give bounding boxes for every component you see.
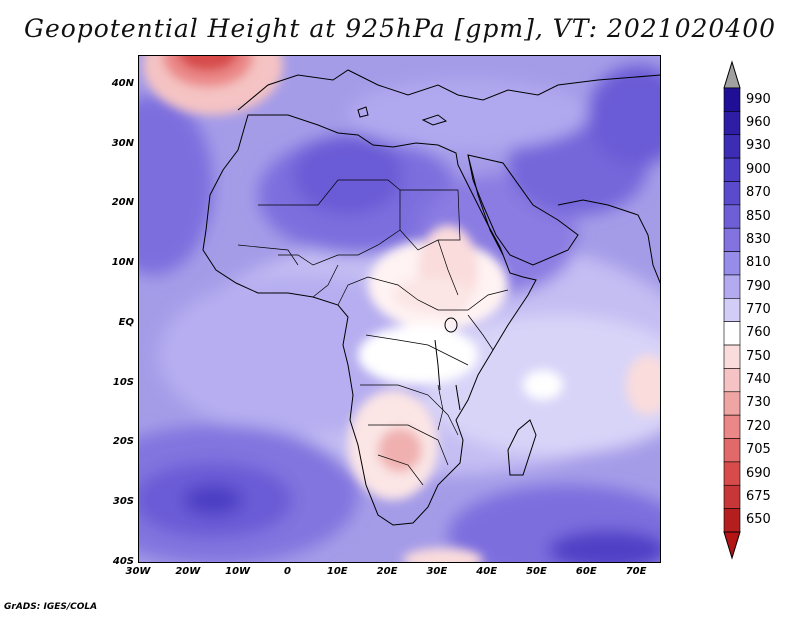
colorbar-swatch	[723, 87, 741, 112]
colorbar-level-label: 990	[746, 91, 771, 107]
colorbar-level-label: 830	[746, 231, 771, 247]
colorbar-level-label: 650	[746, 512, 771, 528]
colorbar-swatch	[723, 414, 741, 439]
colorbar-level-label: 720	[746, 418, 771, 434]
lon-tick-label: 10W	[225, 566, 251, 577]
colorbar-swatch	[723, 204, 741, 229]
lat-tick-label: 20N	[111, 197, 134, 209]
lat-tick-label: 30N	[111, 137, 134, 149]
colorbar-swatch	[723, 227, 741, 252]
low-height-regions	[143, 55, 661, 563]
lat-tick-label: 10N	[111, 257, 134, 269]
lakes	[434, 317, 461, 411]
coastlines	[202, 69, 661, 526]
colorbar-level-label: 790	[746, 278, 771, 294]
colorbar-swatch	[723, 157, 741, 182]
colorbar-level-label: 770	[746, 302, 771, 317]
geopotential-map	[138, 55, 661, 563]
country-borders	[237, 179, 509, 486]
lon-tick-label: 20W	[175, 566, 201, 577]
colorbar-swatch	[723, 321, 741, 346]
lon-tick-label: 30E	[426, 566, 448, 577]
colorbar-level-label: 760	[746, 325, 771, 341]
colorbar-swatch	[723, 298, 741, 322]
colorbar-bottom-arrow	[723, 531, 741, 560]
colorbar-swatch	[723, 368, 741, 393]
lat-tick-label: 40S	[112, 556, 134, 567]
lat-tick-label: 40N	[111, 77, 134, 89]
colorbar-swatch	[723, 438, 741, 463]
colorbar-swatch	[723, 344, 741, 369]
colorbar-top-arrow	[723, 60, 741, 89]
lon-tick-label: 60E	[575, 566, 597, 577]
colorbar	[723, 60, 741, 560]
colorbar-level-label: 870	[746, 185, 771, 201]
lon-tick-label: 20E	[376, 566, 398, 577]
colorbar-swatch	[723, 461, 741, 486]
colorbar-level-label: 750	[746, 348, 771, 364]
colorbar-swatch	[723, 484, 741, 509]
figure-title: Geopotential Height at 925hPa [gpm], VT:…	[23, 14, 777, 43]
lon-tick-label: 10E	[326, 566, 348, 577]
grads-credit: GrADS: IGES/COLA	[4, 602, 98, 612]
colorbar-level-label: 810	[746, 255, 771, 271]
map-panel	[138, 55, 661, 563]
colorbar-level-label: 900	[746, 161, 771, 177]
colorbar-level-label: 690	[746, 465, 771, 481]
lon-tick-label: 50E	[526, 566, 547, 577]
colorbar-swatch	[723, 508, 741, 533]
lon-tick-label: 40E	[476, 566, 498, 577]
colorbar-swatch	[723, 274, 741, 299]
lon-tick-label: 0	[283, 566, 291, 577]
lat-tick-label: 30S	[112, 496, 134, 508]
lat-tick-label: 20S	[112, 436, 134, 448]
colorbar-level-label: 850	[746, 208, 771, 224]
lon-tick-label: 70E	[625, 566, 647, 577]
lat-tick-label: 10S	[112, 376, 134, 388]
lat-tick-label: EQ	[118, 316, 134, 328]
colorbar-swatch	[723, 251, 741, 276]
colorbar-swatch	[723, 111, 741, 136]
lon-tick-label: 30W	[125, 566, 151, 577]
colorbar-level-label: 730	[746, 395, 771, 411]
colorbar-level-label: 705	[746, 442, 771, 458]
colorbar-swatch	[723, 391, 741, 416]
colorbar-level-label: 740	[746, 372, 771, 388]
colorbar-swatch	[723, 134, 741, 159]
colorbar-level-label: 675	[746, 488, 771, 504]
colorbar-level-label: 930	[746, 138, 771, 154]
colorbar-swatch	[723, 181, 741, 206]
colorbar-level-label: 960	[746, 115, 771, 131]
